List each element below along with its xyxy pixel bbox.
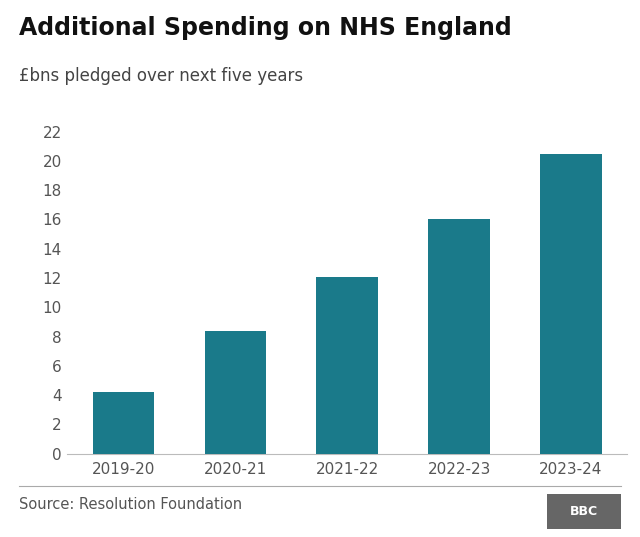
Bar <box>205 331 266 454</box>
Bar <box>540 154 602 454</box>
Bar <box>316 277 378 454</box>
Bar <box>93 392 154 454</box>
Text: BBC: BBC <box>570 505 598 518</box>
FancyBboxPatch shape <box>547 494 621 529</box>
Text: Source: Resolution Foundation: Source: Resolution Foundation <box>19 497 243 512</box>
Text: Additional Spending on NHS England: Additional Spending on NHS England <box>19 16 512 40</box>
Bar <box>428 220 490 454</box>
Text: £bns pledged over next five years: £bns pledged over next five years <box>19 67 303 85</box>
